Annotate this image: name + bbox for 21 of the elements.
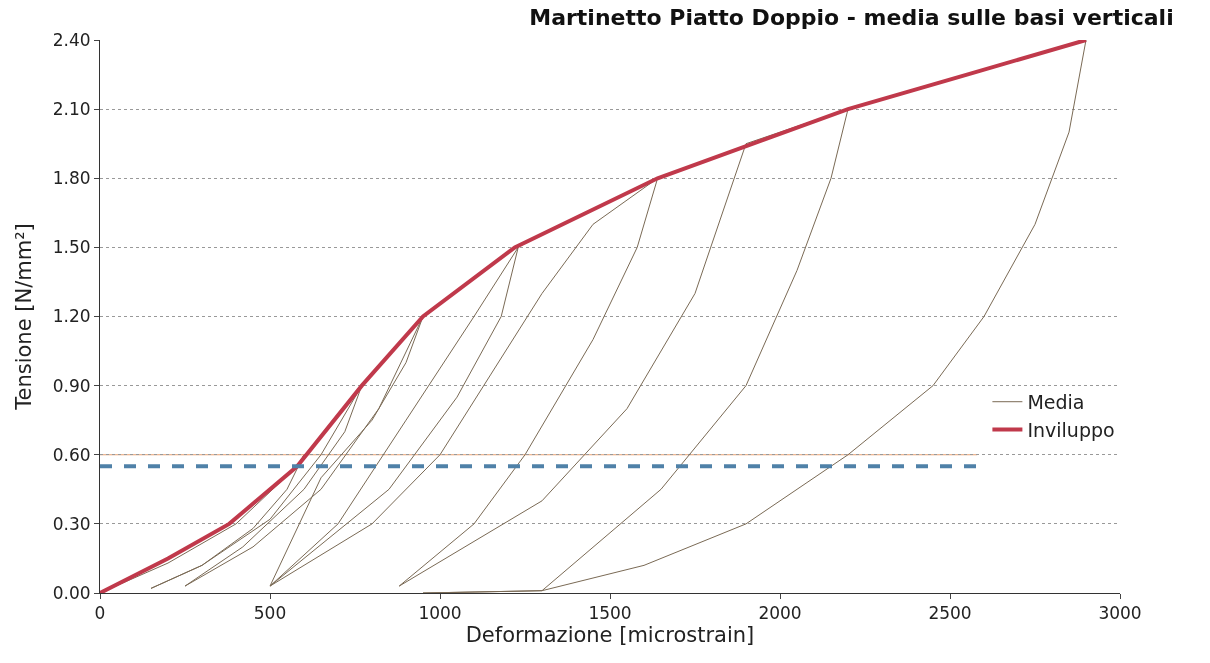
x-tick-label: 1500	[588, 603, 632, 624]
x-tick-label: 2500	[928, 603, 972, 624]
y-tick-label: 2.10	[52, 99, 91, 120]
y-tick-label: 1.80	[52, 168, 91, 189]
x-tick-label: 2000	[758, 603, 802, 624]
x-tick-label: 500	[253, 603, 287, 624]
legend-label: Inviluppo	[1027, 418, 1115, 441]
y-tick-label: 1.20	[52, 306, 91, 327]
y-tick-label: 0.00	[52, 582, 91, 603]
chart-title: Martinetto Piatto Doppio - media sulle basi verticali	[529, 5, 1174, 31]
y-tick-label: 0.30	[52, 513, 91, 534]
y-axis-title: Tensione [N/mm²]	[11, 223, 36, 411]
y-tick-label: 0.60	[52, 444, 91, 465]
y-tick-label: 0.90	[52, 375, 91, 396]
y-tick-label: 1.50	[52, 237, 91, 258]
x-tick-label: 0	[94, 603, 106, 624]
x-tick-label: 3000	[1098, 603, 1142, 624]
y-tick-label: 2.40	[52, 29, 91, 50]
x-axis-title: Deformazione [microstrain]	[465, 623, 755, 648]
x-tick-label: 1000	[418, 603, 462, 624]
legend-label: Media	[1027, 391, 1085, 414]
